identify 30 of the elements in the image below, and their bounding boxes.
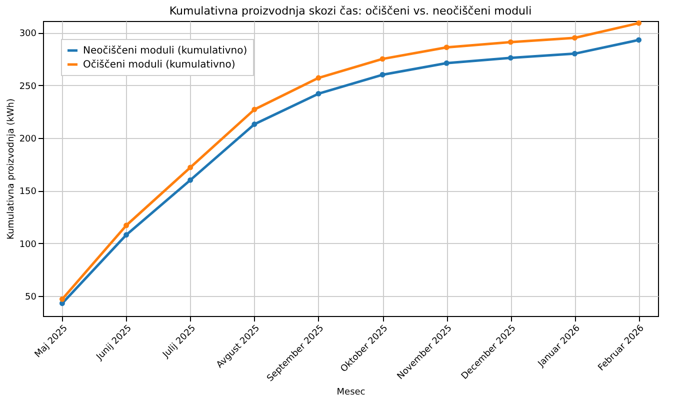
point — [188, 164, 194, 170]
x-axis-title: Mesec — [336, 387, 366, 398]
point — [572, 50, 578, 56]
point — [124, 222, 130, 228]
point — [444, 44, 450, 50]
point — [316, 90, 322, 96]
legend-label: Neočiščeni moduli (kumulativno) — [83, 46, 248, 56]
point — [380, 72, 386, 78]
point — [252, 122, 258, 127]
y-tick-label: 300 — [19, 29, 37, 40]
point — [124, 232, 130, 238]
y-axis-title: Kumulativna proizvodnja (kWh) — [6, 98, 16, 240]
point — [636, 37, 642, 43]
legend-label: Očiščeni moduli (kumulativno) — [83, 60, 236, 70]
point — [508, 55, 514, 61]
chart-title: Kumulativna proizvodnja skozi čas: očiščeni vs. neočiščeni moduli — [169, 4, 532, 18]
point — [572, 35, 578, 41]
point — [59, 296, 65, 302]
y-tick-label: 50 — [25, 292, 37, 302]
point — [508, 39, 514, 45]
point — [636, 20, 642, 26]
point — [444, 60, 450, 66]
point — [188, 177, 194, 183]
y-tick-label: 100 — [19, 240, 37, 250]
y-tick-label: 150 — [19, 187, 37, 198]
point — [316, 75, 322, 81]
y-tick-label: 200 — [19, 134, 37, 144]
point — [380, 56, 386, 62]
point — [252, 106, 258, 112]
y-tick-label: 250 — [19, 82, 37, 92]
